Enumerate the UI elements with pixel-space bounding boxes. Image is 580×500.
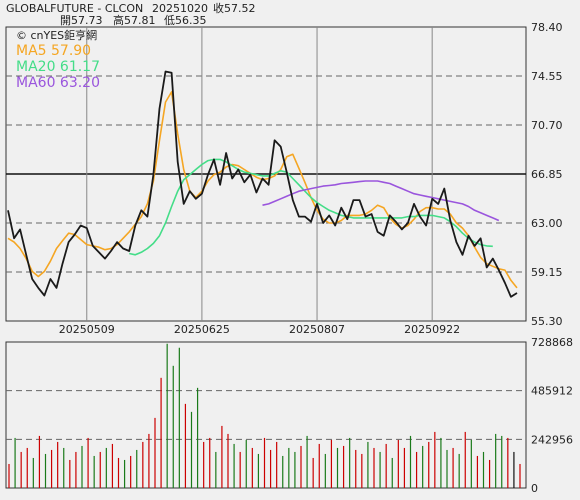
low-label: 低56.35 <box>164 14 207 27</box>
price-y-tick-label: 66.85 <box>531 168 563 181</box>
date-axis: 20250509 20250625 20250807 20250922 <box>59 323 460 336</box>
open-label: 開57.73 <box>60 14 103 27</box>
price-series-group <box>7 70 518 298</box>
volume-y-tick-label: 485912 <box>531 385 573 398</box>
x-tick-label: 20250509 <box>59 323 115 336</box>
legend-ma5: MA5 57.90 <box>16 43 91 59</box>
legend-ma20: MA20 61.17 <box>16 59 100 75</box>
price-y-axis: 78.40 74.55 70.70 66.85 63.00 59.15 55.30 <box>531 21 563 328</box>
price-y-tick-label: 74.55 <box>531 70 563 83</box>
volume-bars <box>8 343 521 488</box>
volume-y-tick-label: 242956 <box>531 433 573 446</box>
price-y-tick-label: 59.15 <box>531 266 563 279</box>
date-label: 20251020 <box>152 2 208 15</box>
price-y-tick-label: 55.30 <box>531 315 563 328</box>
symbol-label: GLOBALFUTURE - CLCON <box>6 2 143 15</box>
volume-grid <box>6 390 526 440</box>
price-y-tick-label: 70.70 <box>531 119 563 132</box>
price-y-tick-label: 78.40 <box>531 21 563 34</box>
volume-y-tick-label: 728868 <box>531 336 573 349</box>
high-label: 高57.81 <box>113 13 156 27</box>
volume-panel <box>5 341 527 489</box>
legend-ma60: MA60 63.20 <box>16 75 100 91</box>
price-y-tick-label: 63.00 <box>531 217 563 230</box>
x-tick-label: 20250922 <box>404 323 460 336</box>
ma20-line <box>129 158 493 256</box>
ma60-line <box>262 180 500 222</box>
source-label: © cnYES鉅亨網 <box>16 28 97 42</box>
volume-y-axis: 728868 485912 242956 0 <box>531 336 573 495</box>
close-label: 收57.52 <box>213 1 256 15</box>
volume-y-tick-label: 0 <box>531 482 538 495</box>
price-line <box>7 70 518 298</box>
x-tick-label: 20250625 <box>174 323 230 336</box>
x-tick-label: 20250807 <box>289 323 345 336</box>
